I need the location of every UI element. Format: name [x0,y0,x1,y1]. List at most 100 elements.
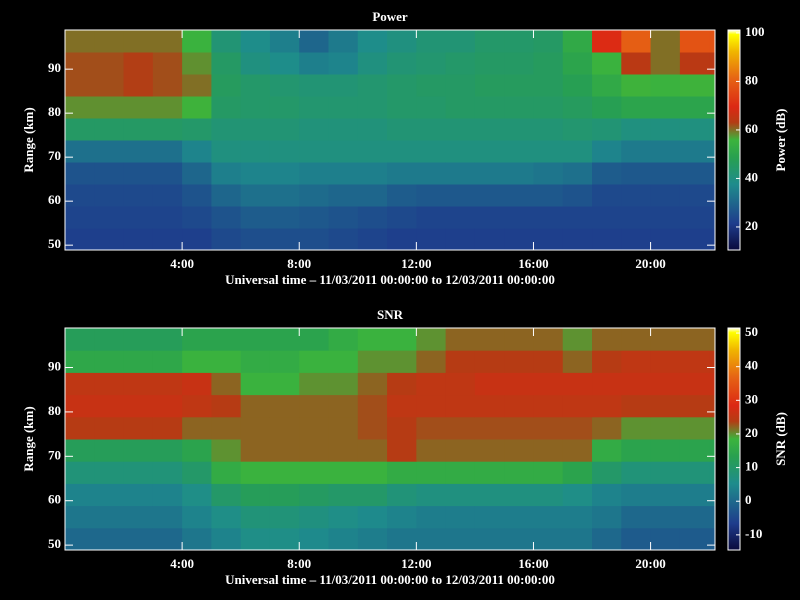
heat-cell [357,118,388,141]
heat-cell [562,350,593,373]
heat-cell [533,30,564,53]
heat-cell [269,483,300,507]
heat-cell [621,206,652,229]
heat-cell [474,162,505,185]
heat-cell [269,96,300,119]
heat-cell [299,505,330,529]
heat-cell [152,483,183,507]
heat-cell [299,416,330,440]
heat-cell [240,162,271,185]
heat-cell [357,96,388,119]
heat-cell [679,483,710,507]
heat-cell [445,140,476,163]
heat-cell [269,74,300,97]
x-tick-label: 12:00 [401,256,431,271]
heat-cell [240,96,271,119]
heat-cell [474,74,505,97]
heat-cell [94,162,125,185]
heat-cell [562,228,593,251]
heat-cell [240,483,271,507]
heat-cell [94,228,125,251]
heat-cell [357,394,388,418]
heat-cell [240,228,271,251]
heat-cell [240,328,271,351]
heat-cell [621,527,652,551]
heat-cell [65,52,95,75]
colorbar-tick-label: 60 [745,121,758,136]
heat-cell [123,162,154,185]
heat-cell [533,394,564,418]
y-tick-label: 70 [48,447,61,462]
heat-cell [152,30,183,53]
heat-cell [328,96,359,119]
colorbar-tick-label: 30 [745,391,758,406]
heat-cell [474,52,505,75]
x-axis-label: Universal time – 11/03/2011 00:00:00 to … [225,272,555,287]
heat-cell [445,228,476,251]
colorbar-tick-label: 20 [745,425,758,440]
heat-cell [709,74,716,97]
heat-cell [679,439,710,462]
heat-cell [152,439,183,462]
heat-cell [445,206,476,229]
heat-cell [299,52,330,75]
y-axis-label: Range (km) [21,406,36,471]
heat-cell [328,372,359,396]
heat-cell [416,96,447,119]
heat-cell [562,30,593,53]
heat-cell [65,206,95,229]
heat-cell [211,206,242,229]
heat-cell [533,96,564,119]
heat-cell [65,96,95,119]
heat-cell [592,328,622,351]
heat-cell [357,372,388,396]
heat-cell [94,461,125,484]
heat-cell [709,439,716,462]
heat-cell [562,372,593,396]
heat-cell [445,74,476,97]
heat-cell [269,118,300,141]
heat-cell [533,118,564,141]
heat-cell [357,74,388,97]
heat-cell [152,118,183,141]
heat-cell [269,372,300,396]
heat-cell [123,184,154,207]
heat-cell [211,228,242,251]
heat-cell [562,52,593,75]
heat-cell [182,527,212,551]
heat-cell [152,52,183,75]
x-tick-label: 8:00 [287,256,311,271]
heat-cell [94,416,125,440]
heat-cell [240,461,271,484]
heat-cell [504,527,534,551]
heat-cell [269,30,300,53]
heat-cell [94,30,125,53]
heat-cell [182,52,212,75]
heat-cell [416,52,447,75]
heat-cell [387,483,417,507]
heat-cell [445,52,476,75]
heat-cell [445,416,476,440]
heat-cell [504,483,534,507]
heat-cell [328,505,359,529]
heat-cell [533,206,564,229]
heat-cell [65,140,95,163]
heat-cell [679,416,710,440]
x-tick-label: 16:00 [518,556,548,571]
heat-cell [709,527,716,551]
heat-cell [328,461,359,484]
heat-cell [182,461,212,484]
heat-cell [328,350,359,373]
y-axis-label: Range (km) [21,107,36,172]
heat-cell [592,527,622,551]
heat-cell [328,52,359,75]
heat-cell [94,184,125,207]
heat-cell [152,206,183,229]
heat-cell [562,74,593,97]
heat-cell [65,350,95,373]
heat-cell [94,350,125,373]
x-tick-label: 8:00 [287,556,311,571]
heat-cell [123,461,154,484]
heat-cell [65,527,95,551]
heat-cell [416,439,447,462]
